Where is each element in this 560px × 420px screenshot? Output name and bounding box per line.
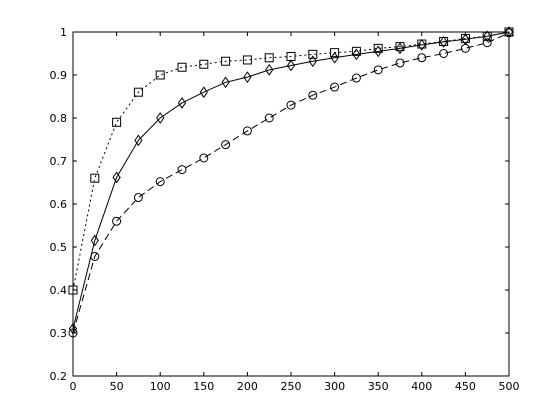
axis-ticks: 0 50 100 150 200 250 300 350 400 450 500 0.2 0.3 0.4 0… (50, 26, 520, 393)
x-tick-label: 300 (324, 380, 345, 393)
y-tick-label: 0.4 (50, 284, 68, 297)
data-point-square (133, 87, 143, 97)
data-point-diamond (90, 234, 99, 247)
data-point-diamond (417, 39, 426, 51)
data-point-circle (264, 113, 274, 123)
data-point-circle (417, 53, 427, 63)
x-tick-label: 50 (110, 380, 124, 393)
x-tick-label: 0 (70, 380, 77, 393)
data-point-circle (90, 251, 100, 261)
data-point-diamond (395, 42, 405, 55)
x-tick-label: 400 (411, 380, 432, 393)
data-point-circle (177, 165, 187, 175)
y-tick-label: 0.8 (50, 112, 68, 125)
x-tick-label: 200 (237, 380, 258, 393)
data-point-square (155, 70, 165, 80)
data-point-square (112, 117, 122, 127)
data-point-circle (221, 140, 231, 150)
data-point-square (68, 285, 78, 295)
data-point-circle (330, 82, 340, 92)
data-point-diamond (221, 76, 230, 89)
data-point-diamond (265, 63, 274, 76)
x-tick-label: 450 (455, 380, 476, 393)
data-point-diamond (68, 322, 78, 335)
x-tick-label: 350 (368, 380, 389, 393)
x-tick-label: 500 (499, 380, 520, 393)
plot-area-frame (72, 31, 510, 377)
data-point-circle (155, 177, 165, 187)
data-point-circle (242, 126, 252, 136)
data-point-diamond (374, 45, 383, 58)
y-tick-label: 0.9 (50, 69, 68, 82)
data-point-diamond (177, 97, 187, 109)
y-tick-label: 0.5 (50, 241, 68, 254)
data-point-diamond (199, 86, 208, 99)
data-point-diamond (439, 36, 448, 48)
x-tick-label: 100 (150, 380, 171, 393)
data-point-circle (439, 49, 449, 58)
series-line (72, 32, 510, 334)
data-point-diamond (156, 112, 165, 124)
y-tick-label: 0.7 (50, 155, 68, 168)
series-line (72, 31, 510, 291)
data-point-diamond (352, 48, 361, 61)
series-line (72, 31, 510, 329)
data-point-square (308, 49, 318, 59)
data-point-square (221, 56, 231, 66)
data-point-diamond (286, 59, 296, 72)
series-layer (68, 26, 514, 338)
series-circle (68, 28, 514, 338)
data-point-square (242, 55, 252, 65)
data-point-square (330, 48, 340, 58)
data-point-square (264, 53, 274, 63)
y-tick-label: 0.6 (50, 198, 68, 211)
data-point-diamond (243, 71, 252, 84)
x-tick-label: 150 (193, 380, 214, 393)
data-point-circle (199, 153, 209, 163)
x-tick-label: 250 (281, 380, 302, 393)
data-point-circle (112, 216, 122, 226)
data-point-diamond (308, 55, 317, 68)
data-point-diamond (134, 134, 143, 147)
data-point-square (373, 43, 383, 53)
data-point-circle (351, 73, 361, 83)
data-point-circle (504, 28, 514, 38)
data-point-circle (395, 58, 405, 68)
data-point-circle (460, 43, 470, 53)
data-point-square (177, 62, 187, 72)
y-tick-label: 1 (60, 26, 67, 39)
y-tick-label: 0.2 (50, 370, 68, 383)
series-diamond (68, 26, 514, 335)
data-point-circle (308, 90, 318, 100)
data-point-circle (133, 193, 143, 203)
data-point-circle (482, 38, 492, 48)
y-tick-label: 0.3 (50, 327, 68, 340)
data-point-square (351, 46, 361, 56)
data-point-circle (373, 65, 383, 75)
data-point-diamond (483, 30, 492, 43)
data-point-circle (286, 100, 296, 110)
data-point-square (199, 59, 209, 69)
data-point-diamond (112, 171, 121, 184)
data-point-circle (68, 328, 78, 338)
data-point-diamond (330, 51, 339, 64)
data-point-square (90, 173, 100, 183)
